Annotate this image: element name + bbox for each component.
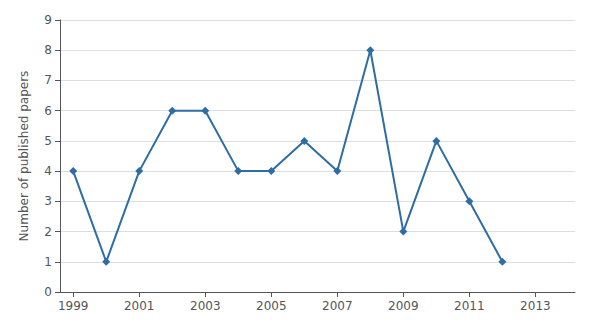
svg-text:2009: 2009: [388, 299, 419, 313]
svg-text:2013: 2013: [520, 299, 551, 313]
svg-text:Number of published papers: Number of published papers: [17, 71, 31, 242]
svg-text:7: 7: [44, 73, 52, 87]
svg-text:2: 2: [44, 225, 52, 239]
svg-text:2001: 2001: [124, 299, 155, 313]
svg-text:9: 9: [44, 13, 52, 27]
svg-text:4: 4: [44, 164, 52, 178]
svg-text:1999: 1999: [58, 299, 89, 313]
svg-text:2005: 2005: [256, 299, 287, 313]
svg-text:5: 5: [44, 134, 52, 148]
svg-text:1: 1: [44, 255, 52, 269]
svg-text:2003: 2003: [190, 299, 221, 313]
svg-text:6: 6: [44, 104, 52, 118]
svg-text:3: 3: [44, 194, 52, 208]
svg-text:8: 8: [44, 43, 52, 57]
svg-text:0: 0: [44, 285, 52, 299]
svg-text:2007: 2007: [322, 299, 353, 313]
svg-text:2011: 2011: [454, 299, 485, 313]
